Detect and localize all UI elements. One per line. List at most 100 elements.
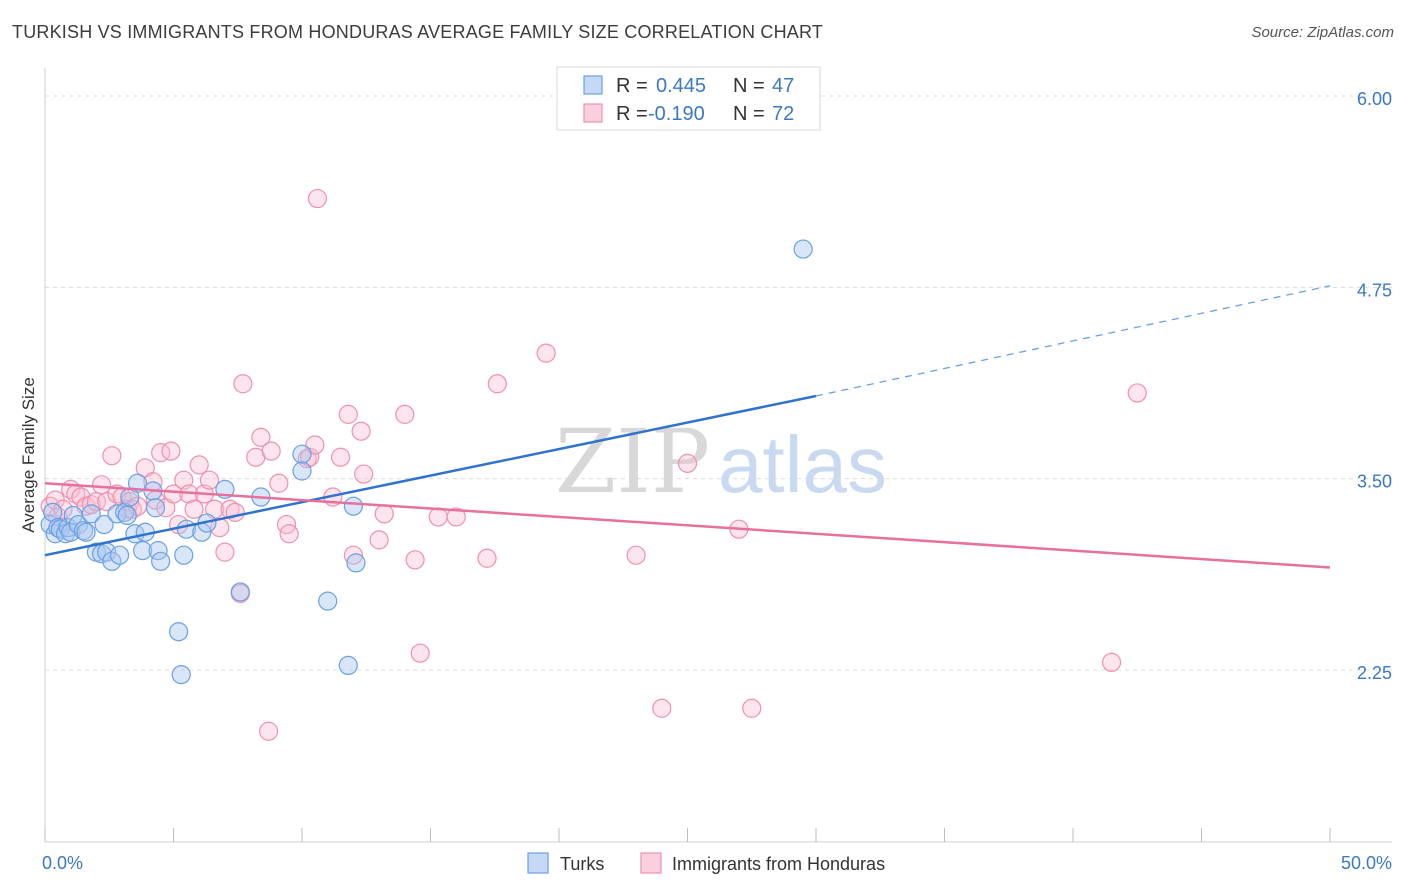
honduras-point-56 [354,464,374,484]
honduras-point-42 [258,721,279,741]
legend-n-label-turks: N = [733,75,765,97]
honduras-point-29 [184,499,204,519]
turks-point-17 [102,551,122,571]
turks-point-19 [109,545,130,565]
honduras-point-54 [343,545,363,565]
honduras-point-68 [652,698,672,718]
honduras-point-73 [1127,383,1147,403]
turks-trend-extension [815,285,1331,397]
series-turks-points [40,239,813,685]
y-tick-label-0: 2.25 [1357,663,1392,683]
turks-point-45 [346,553,366,573]
turks-point-38 [230,582,250,602]
honduras-point-35 [215,542,235,562]
honduras-point-63 [446,507,466,527]
watermark-atlas: atlas [718,420,887,509]
turks-point-41 [292,461,312,481]
honduras-point-60 [405,550,425,570]
turks-point-34 [176,519,196,539]
turks-point-15 [94,514,114,535]
turks-point-28 [145,498,166,518]
y-tick-label-1: 3.50 [1357,472,1392,492]
honduras-point-32 [199,470,220,490]
x-tick-labels: 0.0% 50.0% [42,853,1392,873]
honduras-point-22 [151,443,171,463]
honduras-point-44 [269,473,289,493]
turks-point-40 [292,444,312,464]
y-tick-label-2: 4.75 [1357,280,1392,300]
honduras-point-69 [677,453,698,473]
honduras-trend-line [44,482,1331,569]
legend-n-value-honduras: 72 [772,103,794,125]
honduras-point-43 [261,441,281,461]
honduras-point-57 [369,530,389,550]
turks-point-12 [81,504,101,524]
honduras-point-37 [225,502,245,522]
axes [44,68,1392,843]
honduras-point-39 [233,374,253,394]
turks-point-44 [343,496,363,516]
bottom-legend-swatch-turks [527,852,549,874]
honduras-point-24 [161,441,181,461]
honduras-point-30 [189,455,209,475]
bottom-legend-label-turks: Turks [560,854,604,874]
turks-point-25 [133,541,153,561]
grid-lines [45,95,1392,671]
honduras-point-53 [338,404,358,424]
honduras-point-41 [251,427,271,447]
legend-r-label-honduras: R = [616,103,648,125]
legend-r-value-turks: 0.445 [656,75,706,97]
x-tick-label-1: 50.0% [1341,853,1392,873]
turks-point-42 [318,591,338,611]
turks-point-11 [76,522,96,542]
honduras-point-71 [742,698,762,718]
honduras-point-65 [487,374,507,394]
honduras-point-58 [374,504,394,524]
turks-point-32 [171,664,191,685]
watermark: ZIP atlas [555,410,887,513]
legend-box: R = 0.445 N = 47 R = -0.190 N = 72 [556,66,821,131]
legend-swatch-honduras [583,103,603,123]
honduras-point-36 [220,499,240,519]
legend-swatch-turks [583,75,603,95]
chart-title: TURKISH VS IMMIGRANTS FROM HONDURAS AVER… [12,22,824,42]
honduras-point-59 [395,404,415,424]
turks-point-9 [68,514,89,535]
turks-point-21 [117,505,137,526]
honduras-point-64 [477,548,497,568]
honduras-point-17 [122,499,142,519]
turks-point-18 [107,504,127,524]
honduras-point-11 [97,492,117,512]
honduras-point-25 [163,484,184,504]
turks-point-43 [338,655,358,676]
honduras-point-46 [279,524,299,544]
legend-n-value-turks: 47 [772,75,794,97]
honduras-point-66 [536,343,556,363]
honduras-point-12 [102,446,122,466]
turks-point-24 [127,473,148,493]
bottom-legend-label-honduras: Immigrants from Honduras [672,854,885,874]
legend-n-label-honduras: N = [733,103,765,125]
x-tick-label-0: 0.0% [42,853,83,873]
honduras-point-55 [351,421,371,441]
turks-point-20 [115,502,135,522]
honduras-point-6 [71,487,91,507]
honduras-point-50 [307,188,328,209]
honduras-point-61 [410,643,430,663]
honduras-point-72 [1101,652,1122,672]
bottom-legend: Turks Immigrants from Honduras [527,852,885,874]
source-credit: Source: ZipAtlas.com [1251,24,1394,41]
y-tick-label-3: 6.00 [1357,89,1392,109]
turks-point-30 [151,551,171,571]
legend-r-value-honduras: -0.190 [648,103,705,125]
turks-point-46 [793,239,813,259]
bottom-legend-swatch-honduras [640,852,662,874]
honduras-point-67 [626,545,646,565]
turks-point-1 [43,502,63,522]
watermark-zip: ZIP [555,410,710,513]
y-tick-labels: 2.25 3.50 4.75 6.00 [1357,89,1392,683]
turks-point-31 [169,622,189,642]
trend-lines [44,285,1331,569]
turks-trend-line [44,394,817,557]
